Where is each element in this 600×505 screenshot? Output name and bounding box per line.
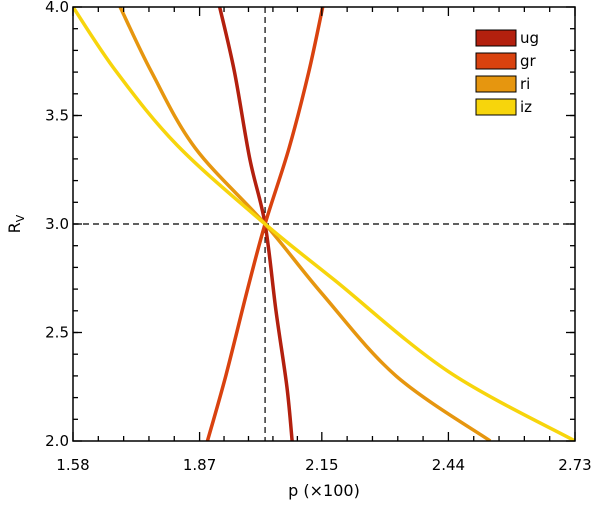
legend-swatch-iz: [475, 98, 517, 116]
x-tick-label: 2.73: [558, 456, 591, 474]
legend-swatch-ri: [475, 75, 517, 93]
x-axis-label-group: p (×100): [288, 481, 360, 500]
legend-label-iz: iz: [520, 98, 532, 116]
legend-label-ri: ri: [520, 75, 530, 93]
reference-lines: [73, 7, 575, 441]
y-axis-label-sub: V: [14, 214, 27, 222]
y-tick-label: 2.0: [45, 432, 69, 450]
y-axis-label-main: R: [5, 222, 24, 233]
legend-swatch-gr: [475, 52, 517, 70]
x-tick-label: 2.44: [432, 456, 465, 474]
y-tick-label: 3.5: [45, 107, 69, 125]
x-tick-label: 1.87: [183, 456, 216, 474]
legend-label-ug: ug: [520, 29, 539, 47]
legend-label-gr: gr: [520, 52, 537, 70]
series-line-iz: [73, 7, 575, 441]
y-tick-label: 4.0: [45, 0, 69, 16]
y-tick-label: 3.0: [45, 215, 69, 233]
legend: ug gr ri iz: [475, 29, 539, 116]
y-axis-label-group: RV: [5, 214, 27, 233]
x-tick-label: 2.15: [305, 456, 338, 474]
axis-ticks: 1.58 1.87 2.15 2.44 2.73 2.0 2.5 3.0 3.5 4.0: [45, 0, 592, 474]
y-tick-label: 2.5: [45, 324, 69, 342]
x-tick-label: 1.58: [56, 456, 89, 474]
y-axis-label: RV: [5, 214, 27, 233]
series-lines: [73, 7, 575, 441]
x-axis-label: p (×100): [288, 481, 360, 500]
legend-swatch-ug: [475, 29, 517, 47]
